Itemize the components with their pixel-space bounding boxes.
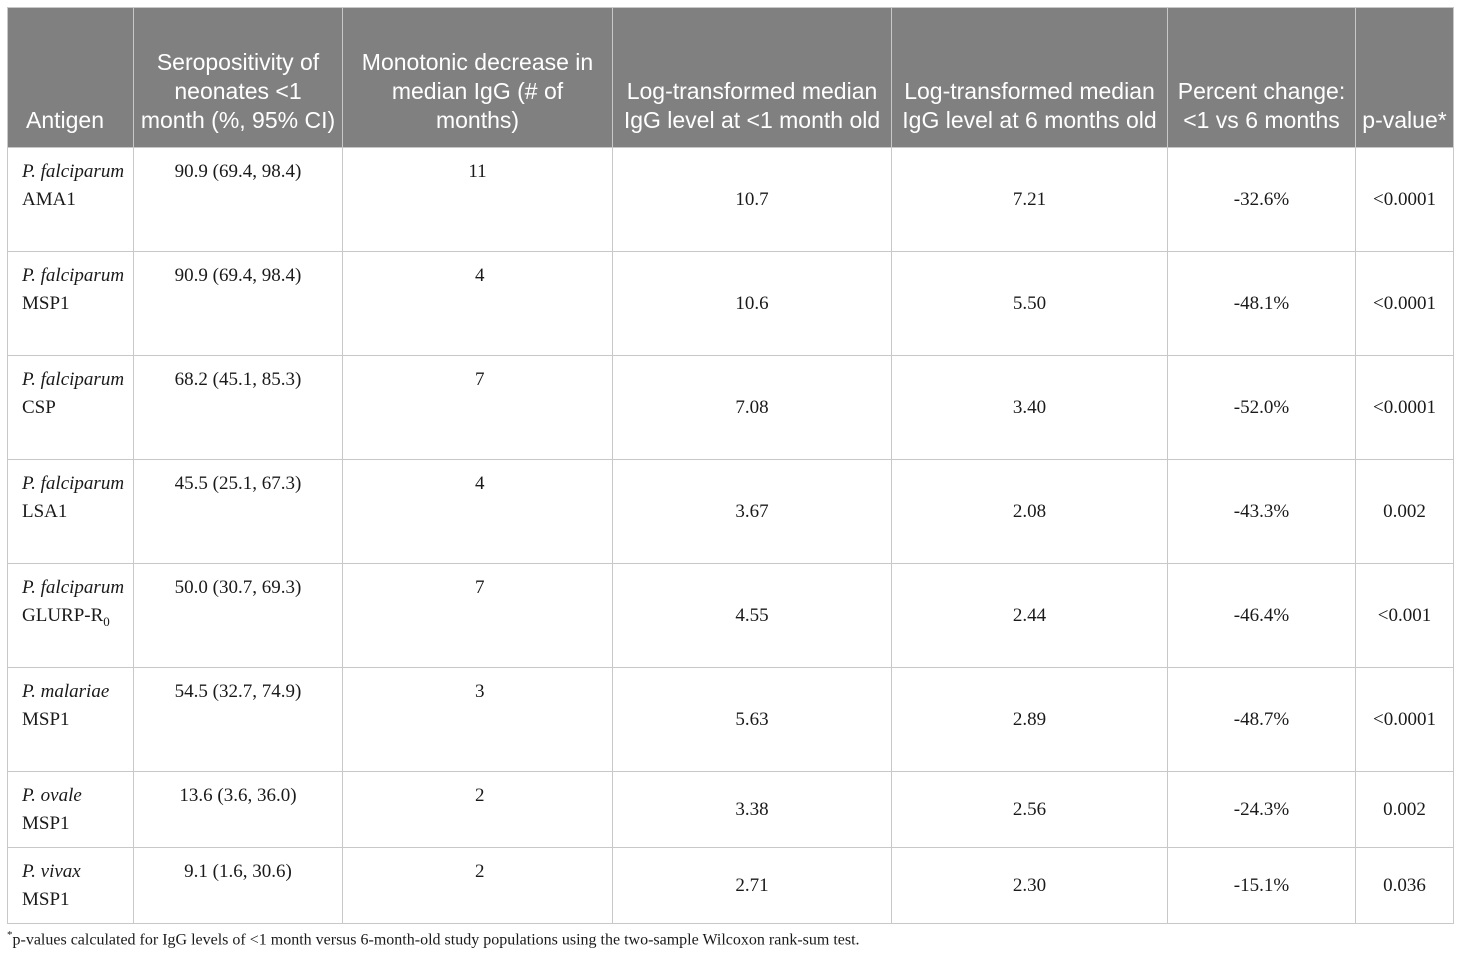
cell-monotonic-decrease: 2 xyxy=(342,847,613,924)
cell-median-6: 2.44 xyxy=(891,563,1168,668)
table-row: P. falciparum AMA1 90.9 (69.4, 98.4) 11 … xyxy=(7,147,1454,252)
cell-percent-change: -48.7% xyxy=(1167,667,1356,772)
cell-median-lt1: 7.08 xyxy=(612,355,892,460)
table-row: P. vivax MSP1 9.1 (1.6, 30.6) 2 2.71 2.3… xyxy=(7,847,1454,924)
footnote-marker: * xyxy=(7,929,13,941)
header-monotonic-decrease: Monotonic decrease in median IgG (# of m… xyxy=(342,7,613,148)
table-row: P. falciparum CSP 68.2 (45.1, 85.3) 7 7.… xyxy=(7,355,1454,460)
cell-percent-change: -32.6% xyxy=(1167,147,1356,252)
table-row: P. falciparum MSP1 90.9 (69.4, 98.4) 4 1… xyxy=(7,251,1454,356)
antigen-name: P. vivax xyxy=(22,861,81,882)
cell-seropositivity: 45.5 (25.1, 67.3) xyxy=(133,459,343,564)
cell-median-lt1: 2.71 xyxy=(612,847,892,924)
species-name: P. falciparum xyxy=(22,473,125,494)
cell-p-value: 0.002 xyxy=(1355,459,1454,564)
cell-median-lt1: 10.6 xyxy=(612,251,892,356)
antigen-name: MSP1 xyxy=(22,293,70,314)
cell-p-value: <0.0001 xyxy=(1355,251,1454,356)
cell-median-6: 2.30 xyxy=(891,847,1168,924)
cell-p-value: 0.036 xyxy=(1355,847,1454,924)
species-name: P. falciparum xyxy=(22,577,125,598)
cell-antigen: P. vivax MSP1 xyxy=(7,847,134,924)
cell-median-lt1: 10.7 xyxy=(612,147,892,252)
cell-median-6: 5.50 xyxy=(891,251,1168,356)
species-name: P. falciparum xyxy=(22,161,125,182)
table-row: P. falciparum LSA1 45.5 (25.1, 67.3) 4 3… xyxy=(7,459,1454,564)
antigen-name: AMA1 xyxy=(22,189,76,210)
cell-monotonic-decrease: 7 xyxy=(342,563,613,668)
header-median-lt1: Log-transformed median IgG level at <1 m… xyxy=(612,7,892,148)
table-header: Antigen Seropositivity of neonates <1 mo… xyxy=(7,7,1454,148)
header-median-6: Log-transformed median IgG level at 6 mo… xyxy=(891,7,1168,148)
cell-antigen: P. falciparum AMA1 xyxy=(7,147,134,252)
species-name: P. falciparum xyxy=(22,369,125,390)
header-percent-change: Percent change: <1 vs 6 months xyxy=(1167,7,1356,148)
antigen-name: CSP xyxy=(22,397,56,418)
cell-p-value: <0.001 xyxy=(1355,563,1454,668)
cell-median-lt1: 4.55 xyxy=(612,563,892,668)
cell-median-lt1: 5.63 xyxy=(612,667,892,772)
cell-percent-change: -46.4% xyxy=(1167,563,1356,668)
cell-percent-change: -48.1% xyxy=(1167,251,1356,356)
cell-p-value: <0.0001 xyxy=(1355,355,1454,460)
table-body: P. falciparum AMA1 90.9 (69.4, 98.4) 11 … xyxy=(7,147,1454,924)
cell-median-6: 7.21 xyxy=(891,147,1168,252)
cell-antigen: P. ovale MSP1 xyxy=(7,771,134,848)
table-row: P. ovale MSP1 13.6 (3.6, 36.0) 2 3.38 2.… xyxy=(7,771,1454,848)
cell-monotonic-decrease: 4 xyxy=(342,459,613,564)
cell-median-6: 2.56 xyxy=(891,771,1168,848)
cell-median-6: 2.89 xyxy=(891,667,1168,772)
antigen-name: LSA1 xyxy=(22,501,68,522)
cell-median-lt1: 3.67 xyxy=(612,459,892,564)
table-footnote: *p-values calculated for IgG levels of <… xyxy=(7,929,860,949)
cell-seropositivity: 13.6 (3.6, 36.0) xyxy=(133,771,343,848)
cell-p-value: <0.0001 xyxy=(1355,147,1454,252)
cell-antigen: P. malariae MSP1 xyxy=(7,667,134,772)
cell-antigen: P. falciparum MSP1 xyxy=(7,251,134,356)
species-name: P. falciparum xyxy=(22,265,125,286)
cell-p-value: 0.002 xyxy=(1355,771,1454,848)
antigen-name: GLURP-R0 xyxy=(22,605,110,629)
antigen-name: MSP1 xyxy=(22,709,70,730)
cell-monotonic-decrease: 7 xyxy=(342,355,613,460)
species-name: P. malariae xyxy=(22,681,110,702)
table-row: P. falciparum GLURP-R0 50.0 (30.7, 69.3)… xyxy=(7,563,1454,668)
cell-monotonic-decrease: 4 xyxy=(342,251,613,356)
cell-percent-change: -15.1% xyxy=(1167,847,1356,924)
cell-percent-change: -43.3% xyxy=(1167,459,1356,564)
cell-seropositivity: 54.5 (32.7, 74.9) xyxy=(133,667,343,772)
cell-p-value: <0.0001 xyxy=(1355,667,1454,772)
antigen-name: P. ovale xyxy=(22,785,82,806)
header-seropositivity: Seropositivity of neonates <1 month (%, … xyxy=(133,7,343,148)
cell-monotonic-decrease: 11 xyxy=(342,147,613,252)
cell-seropositivity: 50.0 (30.7, 69.3) xyxy=(133,563,343,668)
header-row: Antigen Seropositivity of neonates <1 mo… xyxy=(7,7,1454,148)
cell-seropositivity: 90.9 (69.4, 98.4) xyxy=(133,147,343,252)
table-row: P. malariae MSP1 54.5 (32.7, 74.9) 3 5.6… xyxy=(7,667,1454,772)
cell-median-6: 2.08 xyxy=(891,459,1168,564)
cell-seropositivity: 68.2 (45.1, 85.3) xyxy=(133,355,343,460)
header-p-value: p-value* xyxy=(1355,7,1454,148)
cell-antigen: P. falciparum CSP xyxy=(7,355,134,460)
footnote-text: p-values calculated for IgG levels of <1… xyxy=(12,931,860,949)
cell-median-lt1: 3.38 xyxy=(612,771,892,848)
cell-seropositivity: 90.9 (69.4, 98.4) xyxy=(133,251,343,356)
cell-antigen: P. falciparum LSA1 xyxy=(7,459,134,564)
cell-antigen: P. falciparum GLURP-R0 xyxy=(7,563,134,668)
cell-seropositivity: 9.1 (1.6, 30.6) xyxy=(133,847,343,924)
cell-percent-change: -52.0% xyxy=(1167,355,1356,460)
cell-monotonic-decrease: 2 xyxy=(342,771,613,848)
header-antigen: Antigen xyxy=(7,7,134,148)
cell-percent-change: -24.3% xyxy=(1167,771,1356,848)
cell-monotonic-decrease: 3 xyxy=(342,667,613,772)
results-table: Antigen Seropositivity of neonates <1 mo… xyxy=(7,7,1454,924)
cell-median-6: 3.40 xyxy=(891,355,1168,460)
